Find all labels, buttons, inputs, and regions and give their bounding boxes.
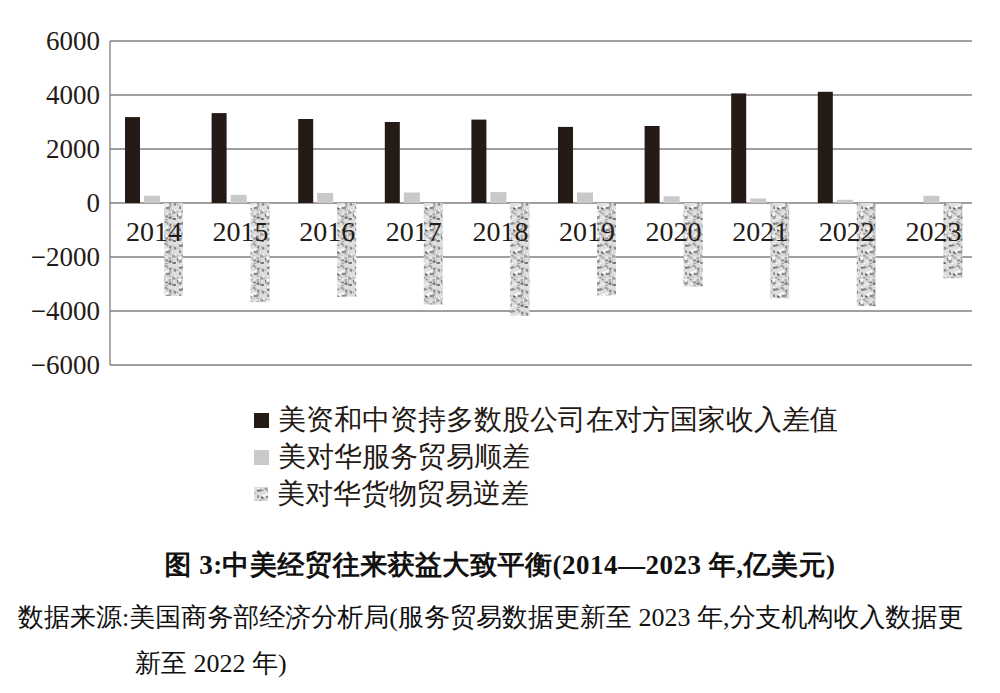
bar-2020-income-diff <box>645 126 660 203</box>
x-axis-label-2023: 2023 <box>905 216 961 247</box>
x-axis-label-2014: 2014 <box>126 216 182 247</box>
x-axis-label-2021: 2021 <box>732 216 788 247</box>
bar-2023-services-surplus <box>923 196 939 203</box>
bar-2016-income-diff <box>298 119 313 203</box>
legend-swatch-goods-deficit-icon <box>254 487 268 501</box>
bar-2021-services-surplus <box>750 199 766 204</box>
legend-item-goods-deficit: 美对华货物贸易逆差 <box>254 480 838 508</box>
source-text-line1: 数据来源:美国商务部经济分析局(服务贸易数据更新至 2023 年,分支机构收入数… <box>18 595 984 641</box>
bar-2022-income-diff <box>818 92 833 203</box>
figure-3-container: 6000 4000 2000 0 −2000 −4000 −6000 2014 2015 2016… <box>0 0 1000 693</box>
bar-2016-services-surplus <box>317 193 333 203</box>
bar-2015-income-diff <box>212 113 227 203</box>
y-axis-label: 2000 <box>46 134 100 164</box>
bar-2018-services-surplus <box>490 192 506 203</box>
legend-swatch-services-surplus-icon <box>254 450 269 465</box>
legend-label-goods-deficit: 美对华货物贸易逆差 <box>277 480 529 508</box>
x-axis-label-2019: 2019 <box>559 216 615 247</box>
bar-chart: 6000 4000 2000 0 −2000 −4000 −6000 2014 2015 2016… <box>0 0 1000 392</box>
bar-2017-income-diff <box>385 122 400 203</box>
x-axis-label-2016: 2016 <box>299 216 355 247</box>
bar-2019-income-diff <box>558 127 573 203</box>
x-axis-label-2020: 2020 <box>646 216 702 247</box>
source-text-line2: 新至 2022 年) <box>18 641 984 687</box>
figure-source: 数据来源:美国商务部经济分析局(服务贸易数据更新至 2023 年,分支机构收入数… <box>18 595 984 687</box>
chart-legend: 美资和中资持多数股公司在对方国家收入差值美对华服务贸易顺差美对华货物贸易逆差 <box>254 406 838 517</box>
legend-swatch-income-diff-icon <box>254 413 269 428</box>
figure-title: 图 3:中美经贸往来获益大致平衡(2014—2023 年,亿美元) <box>0 549 1000 581</box>
bar-2018-income-diff <box>471 120 486 203</box>
y-axis-label: 0 <box>87 188 101 218</box>
bar-2022-services-surplus <box>837 200 853 203</box>
bar-2020-services-surplus <box>664 196 680 203</box>
legend-item-income-diff: 美资和中资持多数股公司在对方国家收入差值 <box>254 406 838 434</box>
bar-2019-services-surplus <box>577 193 593 204</box>
bar-2015-services-surplus <box>231 195 247 203</box>
x-axis-label-2017: 2017 <box>386 216 442 247</box>
y-axis-label: −4000 <box>31 296 100 326</box>
y-axis-label: −6000 <box>31 350 100 380</box>
legend-item-services-surplus: 美对华服务贸易顺差 <box>254 443 838 471</box>
bar-2021-income-diff <box>731 93 746 203</box>
x-axis-label-2022: 2022 <box>819 216 875 247</box>
legend-label-income-diff: 美资和中资持多数股公司在对方国家收入差值 <box>278 406 838 434</box>
legend-label-services-surplus: 美对华服务贸易顺差 <box>278 443 530 471</box>
bar-2014-services-surplus <box>144 196 160 203</box>
y-axis-label: 6000 <box>46 26 100 56</box>
y-axis-label: 4000 <box>46 80 100 110</box>
bar-2014-income-diff <box>125 117 140 203</box>
x-axis-label-2015: 2015 <box>213 216 269 247</box>
x-axis-label-2018: 2018 <box>472 216 528 247</box>
y-axis-label: −2000 <box>31 242 100 272</box>
bar-2017-services-surplus <box>404 193 420 204</box>
